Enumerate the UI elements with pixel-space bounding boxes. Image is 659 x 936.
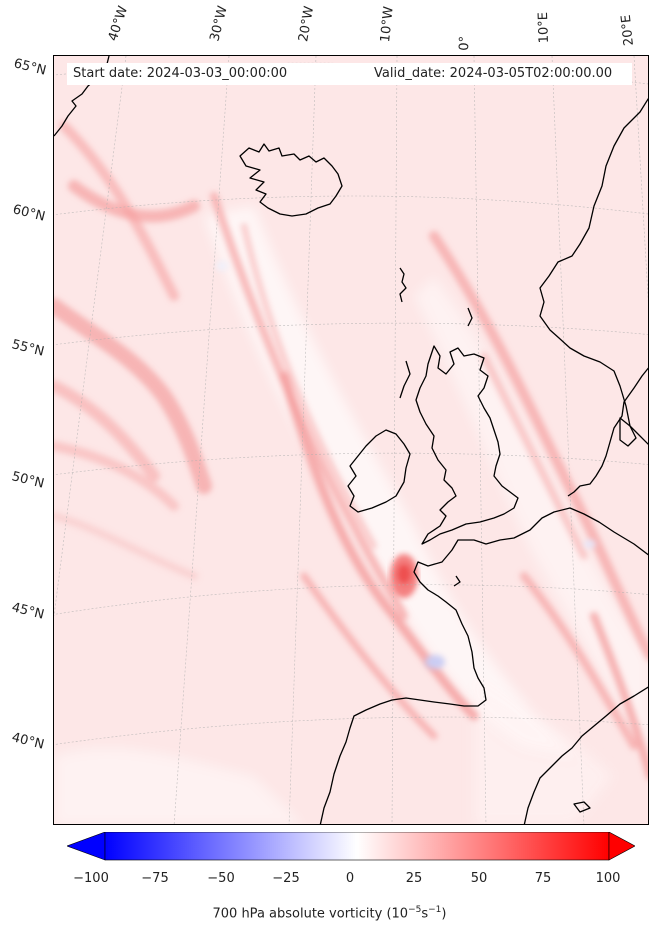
ireland-coast bbox=[347, 429, 411, 513]
colorbar-tick-75: 75 bbox=[534, 871, 552, 886]
iceland-coast bbox=[239, 143, 343, 217]
colorbar-tick-25: 25 bbox=[405, 871, 423, 886]
lon-label-10w: 10°W bbox=[378, 5, 397, 43]
colorbar-gradient bbox=[104, 832, 610, 861]
graticule bbox=[54, 56, 648, 824]
lat-label-55n: 55°N bbox=[10, 337, 46, 360]
lon-label-20e: 20°E bbox=[618, 13, 637, 47]
vorticity-field bbox=[54, 206, 648, 824]
map-canvas bbox=[54, 56, 648, 824]
lat-label-50n: 50°N bbox=[10, 469, 46, 492]
lon-label-20w: 20°W bbox=[296, 5, 318, 44]
colorbar-tick-0: 0 bbox=[345, 871, 355, 886]
vorticity-min bbox=[216, 261, 596, 669]
colorbar-label-mid: s bbox=[421, 906, 429, 922]
colorbar-tick-100: 100 bbox=[595, 871, 621, 886]
colorbar-label-exp1: −5 bbox=[408, 905, 422, 915]
colorbar-low-extend bbox=[67, 832, 106, 861]
great-britain-coast bbox=[415, 345, 519, 545]
balearic-coast bbox=[573, 801, 591, 813]
lon-label-40w: 40°W bbox=[105, 4, 132, 43]
date-info-box bbox=[67, 63, 632, 85]
denmark-coast bbox=[567, 367, 648, 497]
lat-label-40n: 40°N bbox=[10, 730, 46, 753]
france-coast bbox=[319, 507, 648, 824]
colorbar bbox=[67, 832, 635, 861]
colorbar-label: 700 hPa absolute vorticity (10−5s−1) bbox=[0, 905, 659, 921]
valid-date-label: Valid_date: 2024-03-05T02:00:00.00 bbox=[374, 66, 613, 81]
coastlines bbox=[54, 56, 648, 824]
colorbar-label-base: 700 hPa absolute vorticity (10 bbox=[212, 906, 409, 922]
colorbar-label-exp2: −1 bbox=[428, 905, 442, 915]
shetland-coast bbox=[467, 307, 473, 327]
colorbar-tick-50: 50 bbox=[470, 871, 488, 886]
channel-islands bbox=[453, 575, 461, 587]
vorticity-map bbox=[53, 55, 649, 825]
hebrides-coast bbox=[399, 360, 411, 399]
colorbar-tick-minus50: −50 bbox=[207, 871, 235, 886]
lon-label-10e: 10°E bbox=[535, 11, 552, 44]
lat-label-60n: 60°N bbox=[11, 202, 47, 225]
mediterranean-coast bbox=[523, 686, 648, 824]
colorbar-tick-minus100: −100 bbox=[73, 871, 109, 886]
colorbar-high-extend bbox=[608, 832, 635, 861]
lon-label-30w: 30°W bbox=[207, 4, 231, 44]
lon-label-0: 0° bbox=[457, 35, 473, 51]
norway-coast bbox=[539, 97, 648, 445]
vorticity-max bbox=[390, 554, 418, 598]
zealand-coast bbox=[619, 417, 637, 447]
lat-label-65n: 65°N bbox=[12, 56, 48, 79]
colorbar-tick-minus25: −25 bbox=[272, 871, 300, 886]
colorbar-label-end: ) bbox=[441, 906, 447, 922]
lat-label-45n: 45°N bbox=[10, 600, 46, 623]
colorbar-tick-minus75: −75 bbox=[141, 871, 169, 886]
start-date-label: Start date: 2024-03-03_00:00:00 bbox=[73, 66, 288, 81]
faroe-coast bbox=[399, 267, 407, 303]
